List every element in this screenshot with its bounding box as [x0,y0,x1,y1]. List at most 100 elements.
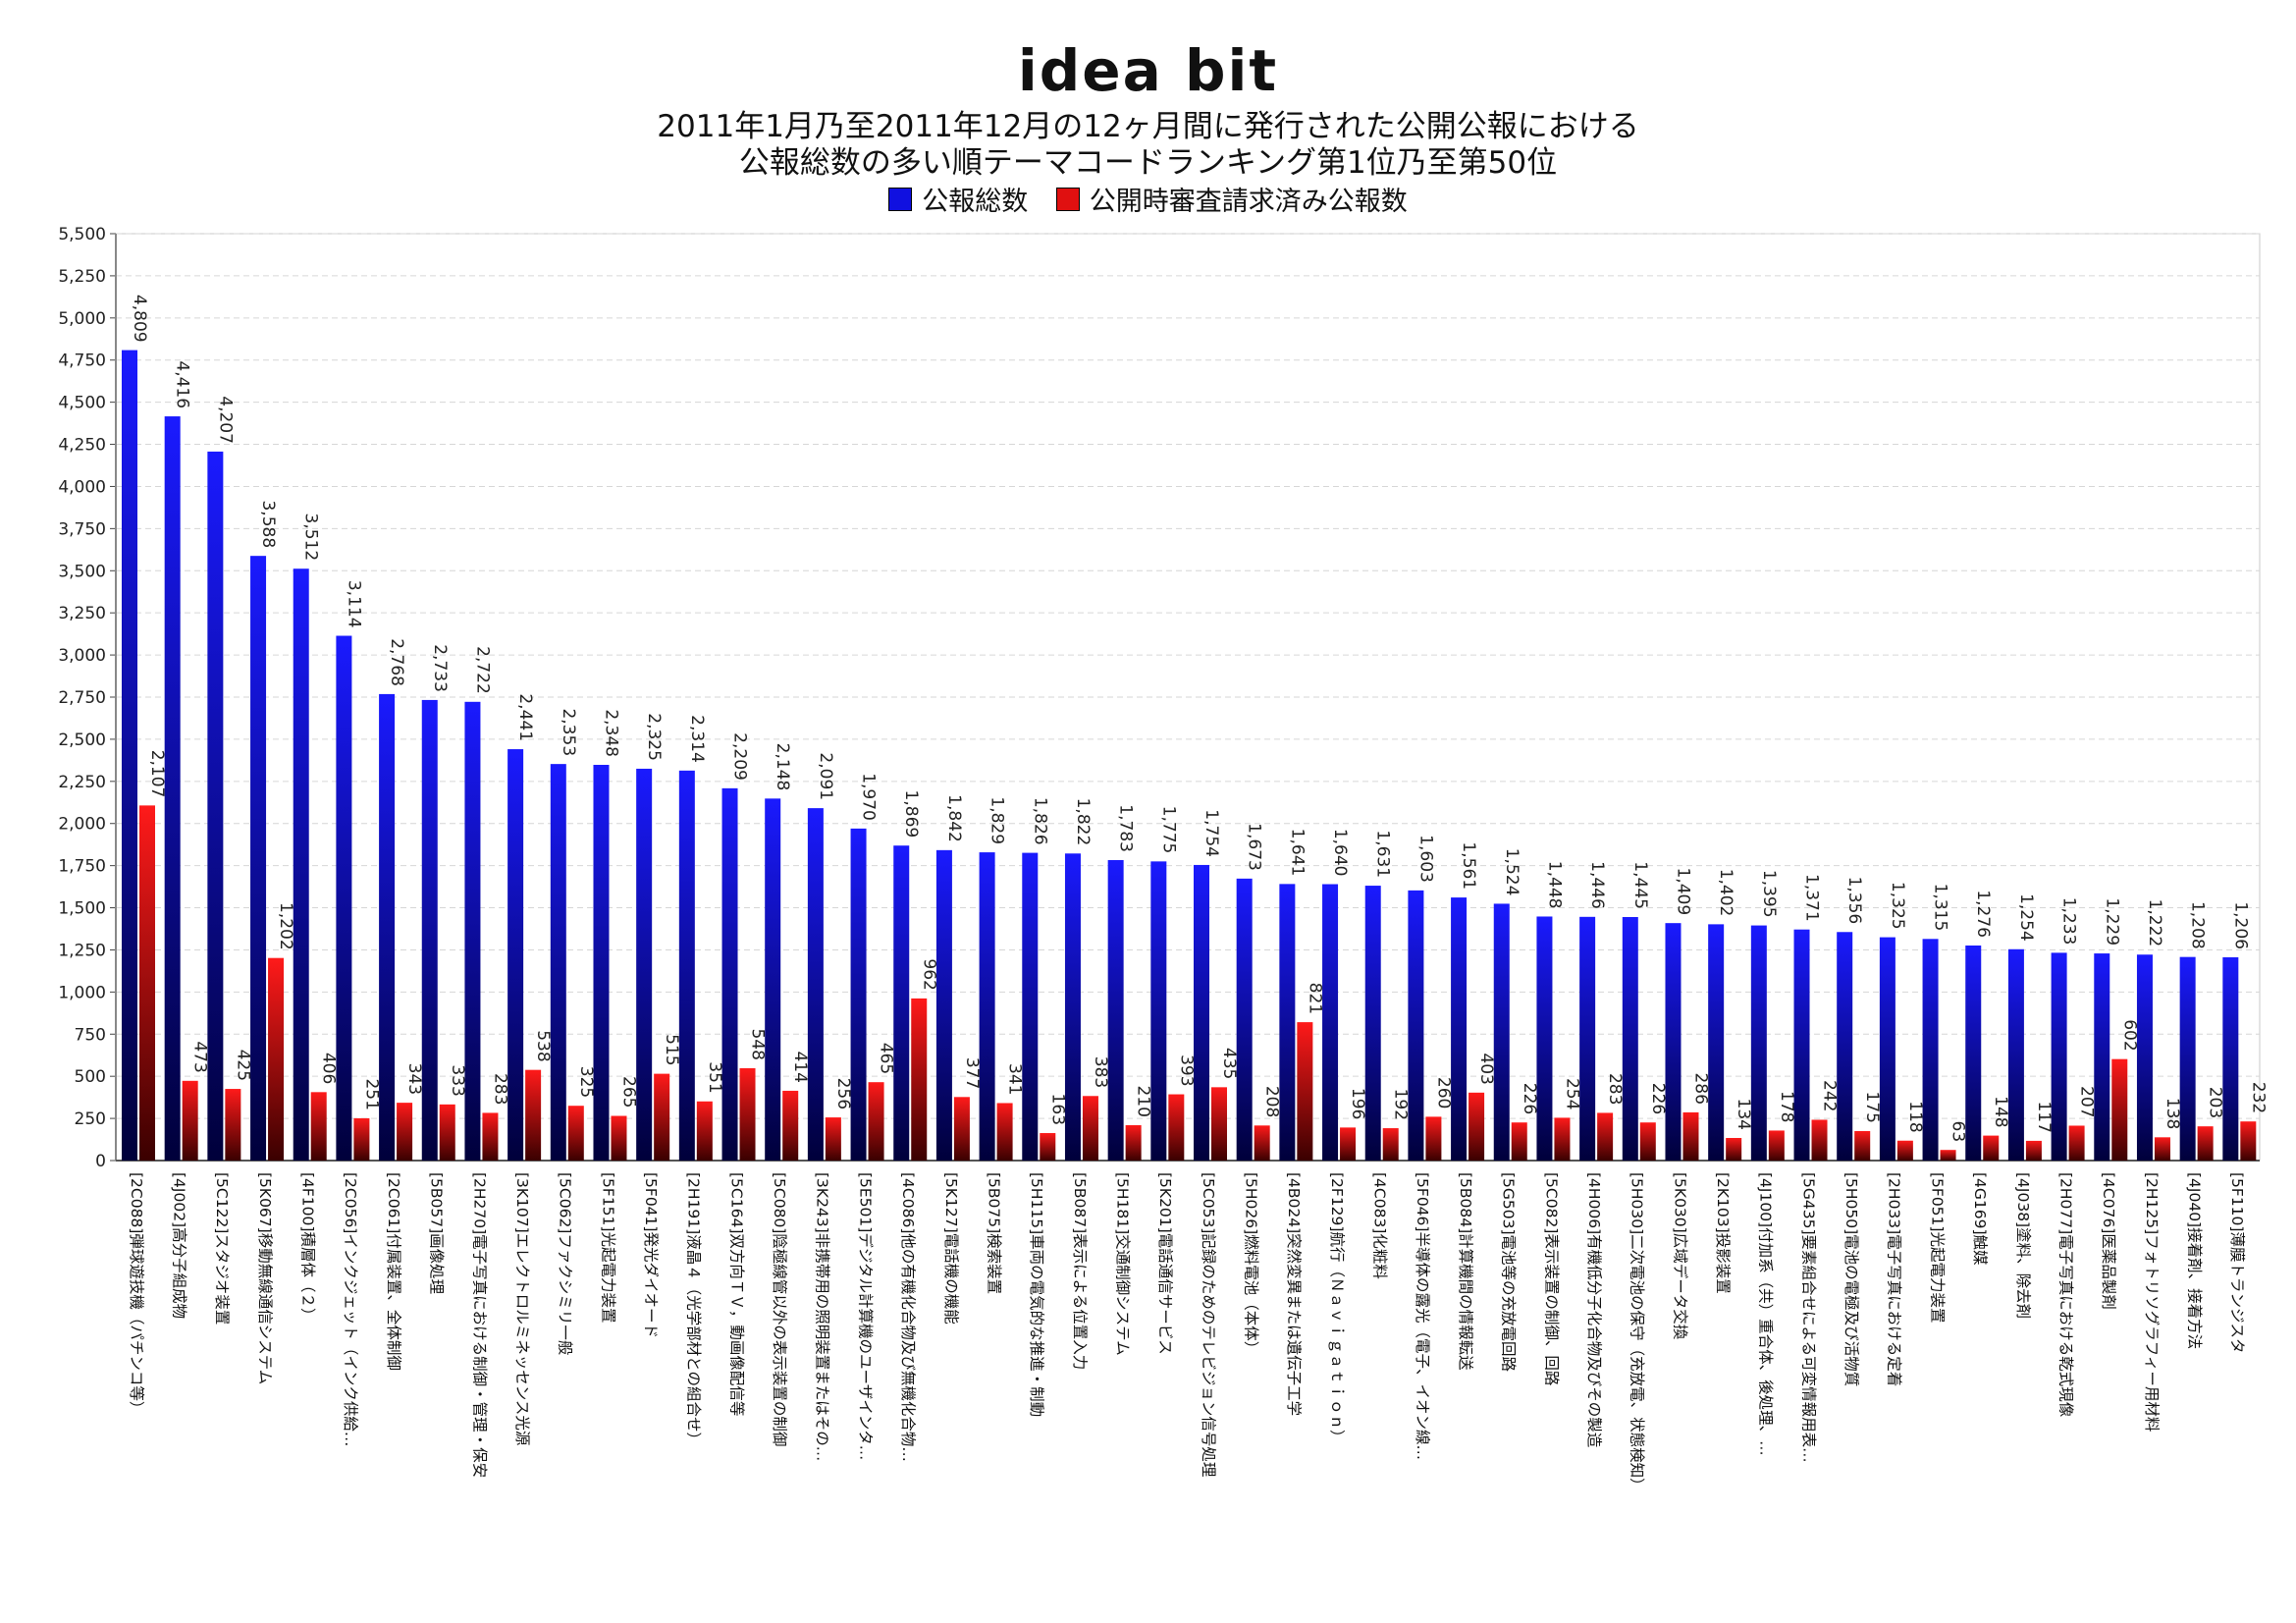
value-label-examined: 163 [1047,1094,1067,1125]
x-tick-label: [4C076]医薬品製剤 [2100,1172,2117,1310]
bar-examined [953,1097,970,1161]
value-label-total: 1,783 [1116,804,1136,852]
value-label-examined: 414 [790,1051,810,1082]
value-label-total: 1,754 [1201,809,1221,857]
value-label-examined: 118 [1905,1101,1925,1132]
bar-examined [2111,1058,2128,1161]
x-tick-label: [5E501]デジタル計算機のユーザインタ… [856,1172,875,1460]
bar-examined [1425,1116,1442,1161]
bar-examined [1597,1112,1614,1161]
x-tick-label: [2H270]電子写真における制御・管理・保安 [470,1172,488,1478]
value-label-examined: 465 [877,1043,896,1074]
value-label-total: 1,233 [2059,897,2079,946]
value-label-examined: 325 [576,1066,596,1098]
bar-examined [2240,1121,2257,1161]
bar-total [1750,925,1767,1161]
x-tick-label: [5C053]記録のためのテレビジョン信号処理 [1200,1172,1217,1477]
x-tick-label: [5H030]二次電池の保守（充放電、状態検知） [1629,1172,1646,1493]
value-label-total: 1,842 [944,794,964,842]
bar-examined [1382,1128,1399,1161]
value-label-examined: 251 [361,1078,381,1109]
value-label-examined: 283 [1605,1073,1625,1105]
legend-swatch-examined [1055,187,1080,211]
x-tick-label: [4G169]触媒 [1971,1172,1989,1266]
value-label-total: 2,733 [430,644,450,692]
value-label-total: 1,371 [1802,874,1822,922]
value-label-total: 1,395 [1759,870,1779,918]
value-label-examined: 226 [1648,1083,1668,1114]
value-label-total: 1,673 [1245,823,1264,871]
x-tick-label: [2H077]電子写真における乾式現像 [2056,1172,2074,1418]
value-label-total: 1,402 [1716,869,1735,917]
y-tick-label: 3,000 [58,646,106,666]
value-label-examined: 515 [662,1034,681,1065]
y-tick-label: 3,750 [58,519,106,539]
bar-total [1408,890,1424,1161]
x-tick-label: [5B075]検索装置 [985,1172,1002,1294]
value-label-examined: 473 [190,1041,210,1072]
bar-examined [182,1080,198,1161]
bar-total [293,568,309,1161]
bar-total [421,699,438,1161]
value-label-examined: 425 [233,1050,252,1081]
y-tick-label: 1,750 [58,857,106,877]
bar-examined [1168,1094,1185,1161]
x-tick-label: [4H006]有機低分子化合物及びその製造 [1585,1172,1603,1448]
bar-examined [1682,1111,1699,1161]
x-tick-label: [2F129]航行（Ｎａｖｉｇａｔｉｏｎ） [1328,1172,1346,1444]
value-label-examined: 175 [1862,1092,1882,1123]
value-label-examined: 286 [1690,1072,1710,1104]
value-label-total: 2,314 [687,715,707,763]
x-tick-label: [5G503]電池等の充放電回路 [1500,1172,1518,1373]
x-tick-label: [5K127]電話機の機能 [942,1172,960,1325]
value-label-examined: 242 [1820,1080,1840,1111]
y-tick-label: 0 [95,1152,106,1171]
value-label-examined: 134 [1734,1099,1753,1130]
y-tick-label: 2,500 [58,730,106,750]
value-label-total: 1,276 [1973,890,1993,938]
bar-total [935,849,952,1161]
value-label-examined: 1,202 [276,902,295,950]
value-label-total: 3,588 [258,500,278,548]
bar-examined [654,1073,670,1161]
bar-total [1451,897,1468,1161]
value-label-total: 3,114 [344,580,363,628]
value-label-total: 2,091 [816,752,835,800]
bar-examined [1082,1096,1098,1161]
bar-examined [2197,1126,2214,1161]
bar-total [979,852,995,1161]
bar-total [765,798,781,1161]
bar-total [893,845,910,1161]
y-tick-label: 1,250 [58,941,106,960]
bar-examined [1639,1122,1656,1161]
bar-total [721,787,738,1161]
value-label-total: 1,524 [1502,848,1522,896]
value-label-examined: 178 [1777,1091,1796,1122]
x-tick-label: [3K107]エレクトロルミネッセンス光源 [513,1172,531,1445]
bar-examined [1896,1140,1913,1161]
bar-total [1837,932,1853,1161]
x-tick-label: [5G435]要素組合せによる可変情報用表… [1799,1172,1817,1463]
value-label-examined: 260 [1433,1077,1453,1109]
bar-examined [782,1090,799,1161]
value-label-total: 2,722 [472,646,492,694]
y-tick-label: 3,500 [58,562,106,581]
bar-total [1665,923,1682,1161]
value-label-examined: 226 [1520,1083,1539,1114]
bar-examined [525,1069,542,1161]
value-label-total: 2,148 [773,743,792,791]
y-tick-label: 250 [75,1109,106,1129]
bar-total [1279,884,1296,1161]
bar-examined [1340,1127,1357,1161]
value-label-examined: 208 [1262,1086,1282,1117]
value-label-examined: 377 [962,1057,982,1089]
value-label-examined: 602 [2119,1019,2139,1051]
value-label-total: 1,206 [2230,901,2250,949]
value-label-examined: 207 [2077,1086,2097,1117]
bar-total [1965,945,1982,1161]
x-tick-label: [5H050]電池の電極及び活物質 [1842,1172,1860,1386]
x-tick-label: [5F051]光起電力装置 [1928,1172,1946,1323]
bars [122,350,2257,1162]
bar-examined [739,1067,756,1161]
x-tick-label: [4J100]付加系（共）重合体、後処理、… [1757,1172,1775,1456]
